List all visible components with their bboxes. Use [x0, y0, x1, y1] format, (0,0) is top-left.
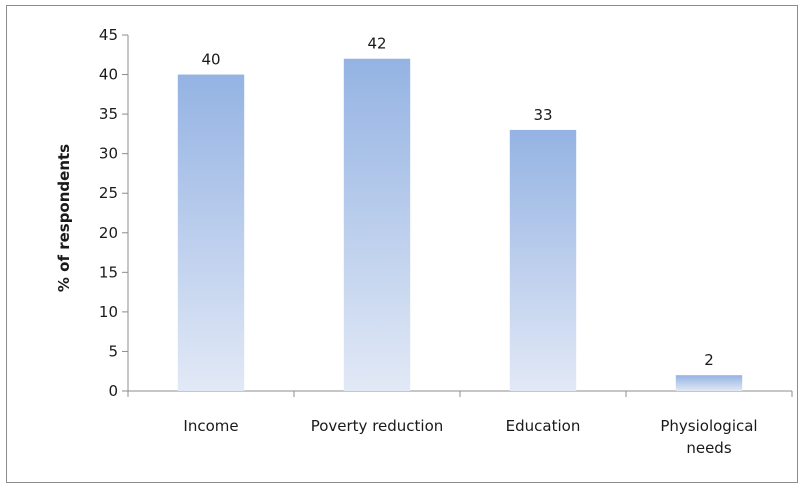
y-tick-label: 15: [99, 263, 118, 281]
x-category-label: Income: [183, 417, 238, 435]
x-category-label: needs: [686, 439, 731, 457]
y-tick-label: 25: [99, 184, 118, 202]
data-label: 42: [367, 35, 386, 53]
x-category-label: Physiological: [660, 417, 757, 435]
data-label: 40: [201, 51, 220, 69]
bar: [675, 375, 743, 391]
y-tick-label: 35: [99, 105, 118, 123]
y-tick-label: 30: [99, 145, 118, 163]
y-tick-label: 5: [108, 342, 118, 360]
bar: [177, 74, 245, 392]
plot-area: 0 5 10 15 20 25 30 35 40 45 40 Income 42 Poverty redu…: [99, 26, 793, 457]
x-category-label: Education: [506, 417, 581, 435]
chart-frame: % of respondents 0 5 10 15 20 25 30 35 40 45 40 Inc…: [6, 5, 798, 483]
bar-chart: % of respondents 0 5 10 15 20 25 30 35 40 45 40 Inc…: [55, 26, 793, 457]
data-label: 33: [533, 106, 552, 124]
x-category-label: Poverty reduction: [311, 417, 444, 435]
y-axis-title: % of respondents: [55, 144, 73, 292]
bar: [509, 129, 577, 391]
data-label: 2: [704, 351, 714, 369]
y-tick-label: 10: [99, 303, 118, 321]
y-tick-label: 0: [108, 382, 118, 400]
bar: [343, 58, 411, 391]
y-tick-label: 40: [99, 66, 118, 84]
y-tick-label: 20: [99, 224, 118, 242]
y-tick-label: 45: [99, 26, 118, 44]
